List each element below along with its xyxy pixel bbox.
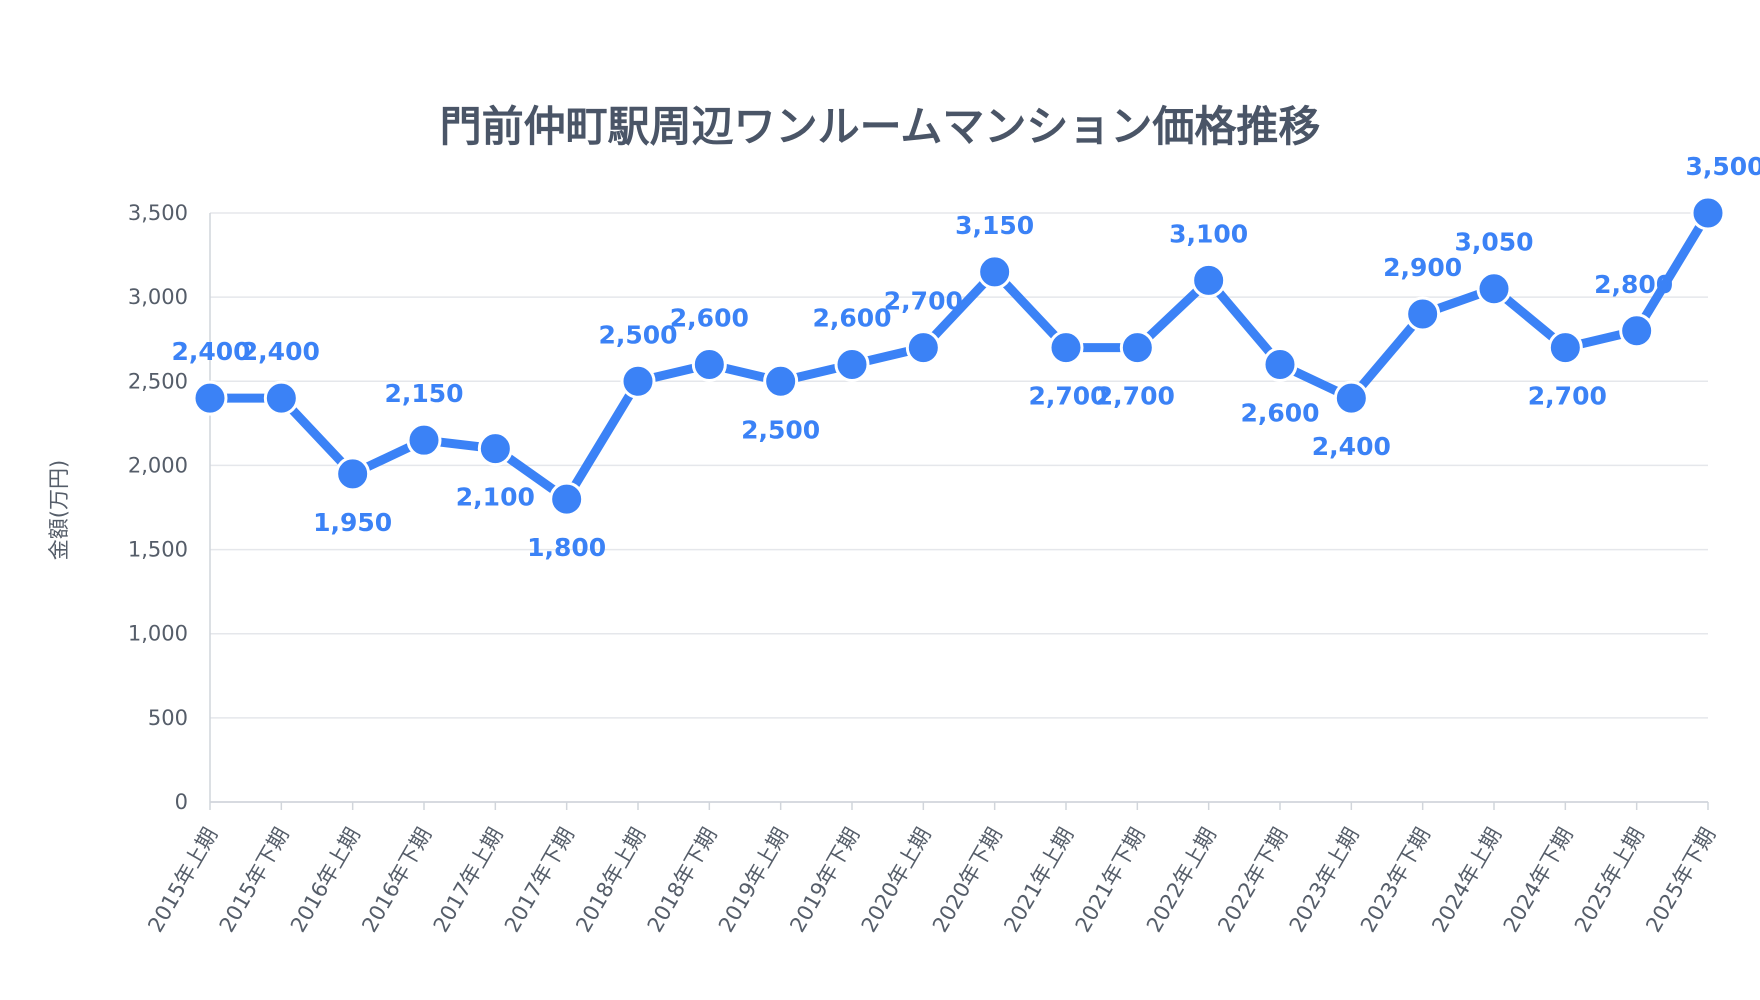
grid-layer — [210, 212, 1708, 803]
x-tick-label: 2018年下期 — [643, 824, 722, 937]
data-point — [477, 431, 513, 467]
data-point — [263, 380, 299, 416]
x-tick-label: 2023年上期 — [1285, 824, 1364, 937]
data-point — [1405, 296, 1441, 332]
y-tick-label: 2,000 — [128, 453, 188, 477]
data-label: 2,400 — [1312, 432, 1391, 461]
data-point — [691, 346, 727, 382]
x-tick-label: 2022年上期 — [1142, 824, 1221, 937]
x-tick-label: 2017年上期 — [429, 824, 508, 937]
y-tick-label: 3,500 — [128, 201, 188, 225]
x-tick-label: 2020年上期 — [857, 823, 936, 936]
y-tick-label: 2,500 — [128, 369, 188, 393]
data-label: 2,600 — [670, 303, 749, 332]
x-tick-label: 2024年上期 — [1427, 824, 1506, 937]
data-point — [834, 346, 870, 382]
data-label: 1,800 — [527, 533, 606, 562]
data-point — [1191, 262, 1227, 298]
x-tick-label: 2020年下期 — [928, 824, 1007, 937]
data-label: 3,100 — [1169, 219, 1248, 248]
x-tick-label: 2017年下期 — [500, 824, 579, 937]
data-label: 2,500 — [741, 415, 820, 444]
x-tick-label: 2018年上期 — [571, 824, 650, 937]
y-tick-label: 3,000 — [128, 285, 188, 309]
x-tick-label: 2019年下期 — [785, 824, 864, 937]
data-point — [620, 363, 656, 399]
chart-title: 門前仲町駅周辺ワンルームマンション価格推移 — [440, 102, 1321, 151]
x-tick-label: 2015年上期 — [143, 824, 222, 937]
data-label: 1,950 — [313, 508, 392, 537]
data-label: 2,800 — [1594, 270, 1673, 299]
price-series-line — [205, 208, 1713, 504]
y-tick-label: 500 — [148, 706, 188, 730]
data-point — [1262, 346, 1298, 382]
data-point — [1333, 380, 1369, 416]
data-label: 2,100 — [456, 483, 535, 512]
data-point — [549, 481, 585, 517]
x-tick-label: 2016年下期 — [357, 824, 436, 937]
data-label: 2,400 — [171, 337, 250, 366]
x-tick-label: 2021年上期 — [999, 824, 1078, 937]
data-point — [192, 380, 228, 416]
data-point — [1048, 330, 1084, 366]
x-tick-label: 2019年上期 — [714, 824, 793, 937]
x-tick-label: 2022年下期 — [1213, 824, 1292, 937]
data-point — [1119, 330, 1155, 366]
data-label: 2,700 — [1096, 382, 1175, 411]
data-label: 2,600 — [812, 303, 891, 332]
data-point — [1690, 195, 1726, 231]
data-point — [977, 254, 1013, 290]
data-point — [335, 456, 371, 492]
x-tick-label: 2023年下期 — [1356, 824, 1435, 937]
data-point — [905, 330, 941, 366]
data-label: 2,700 — [1528, 382, 1607, 411]
y-axis-title: 金額(万円) — [47, 460, 71, 560]
data-point — [1547, 330, 1583, 366]
data-label: 2,600 — [1240, 398, 1319, 427]
x-tick-label: 2025年上期 — [1570, 824, 1649, 937]
y-tick-label: 0 — [175, 790, 188, 814]
data-label: 3,050 — [1454, 228, 1533, 257]
data-label: 2,700 — [1028, 382, 1107, 411]
data-point — [1619, 313, 1655, 349]
data-label: 2,900 — [1383, 253, 1462, 282]
data-label-layer: 2,4002,4001,9502,1502,1001,8002,5002,600… — [171, 152, 1760, 562]
data-label: 2,400 — [241, 337, 320, 366]
x-tick-label: 2021年下期 — [1071, 824, 1150, 937]
y-tick-label: 1,500 — [128, 538, 188, 562]
x-tick-label: 2016年上期 — [286, 824, 365, 937]
data-point — [1476, 271, 1512, 307]
y-tick-label: 1,000 — [128, 622, 188, 646]
data-label: 3,150 — [955, 211, 1034, 240]
data-label: 3,500 — [1685, 152, 1760, 181]
data-point — [406, 422, 442, 458]
data-point — [763, 363, 799, 399]
series-layer — [192, 195, 1726, 517]
data-label: 2,150 — [384, 379, 463, 408]
data-label: 2,500 — [598, 320, 677, 349]
data-label: 2,700 — [884, 287, 963, 316]
x-tick-label: 2015年下期 — [215, 824, 294, 937]
x-tick-label: 2025年下期 — [1641, 824, 1720, 937]
x-tick-label: 2024年下期 — [1499, 824, 1578, 937]
